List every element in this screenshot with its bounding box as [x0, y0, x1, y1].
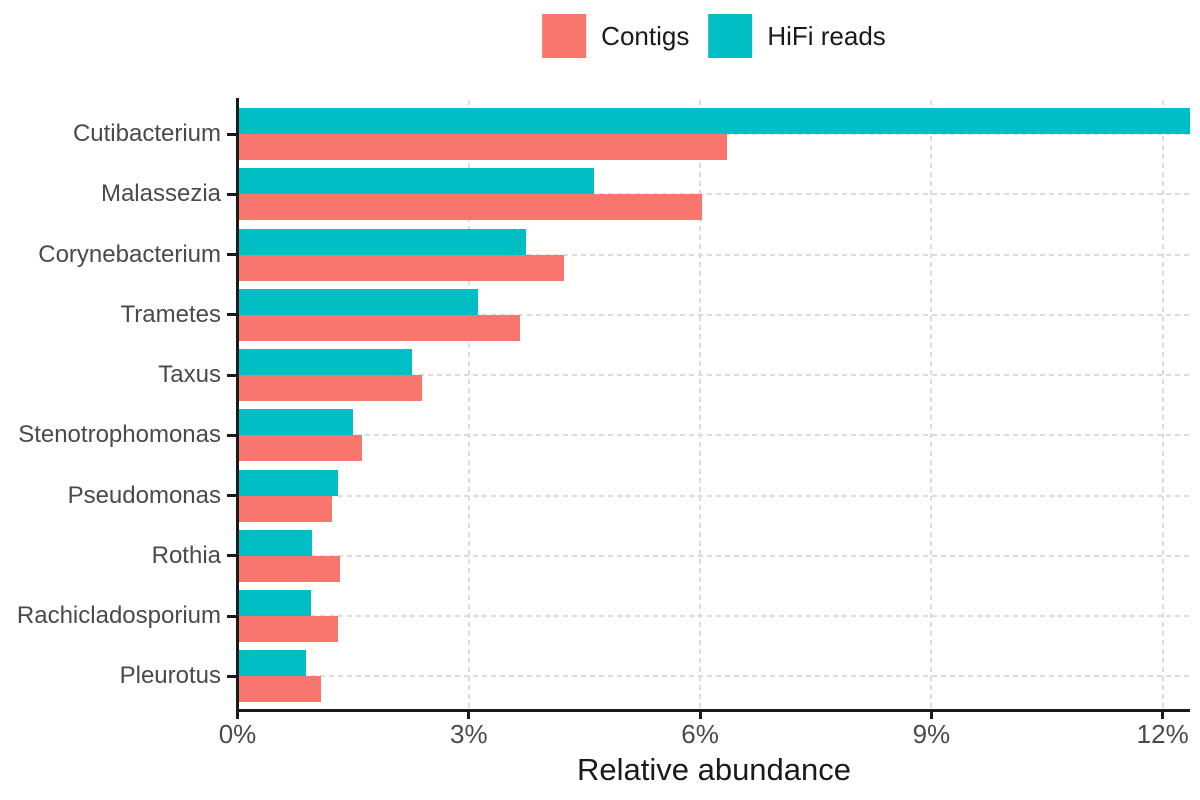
- x-tick-label-12: 12%: [1136, 719, 1189, 749]
- category-label-rothia: Rothia: [151, 541, 221, 569]
- bar-stenotrophomonas-contigs: [239, 435, 362, 462]
- y-tick-pseudomonas: [227, 494, 236, 497]
- gridline-vertical-9: [930, 100, 933, 709]
- y-axis-line: [236, 98, 239, 712]
- x-tick-12: [1161, 712, 1165, 719]
- bar-pseudomonas-hifi-reads: [239, 469, 338, 496]
- gridline-horizontal-trametes: [239, 313, 1190, 316]
- bar-taxus-contigs: [239, 375, 422, 401]
- category-label-rachicladosporium: Rachicladosporium: [16, 602, 221, 629]
- category-label-pleurotus: Pleurotus: [119, 662, 221, 690]
- legend-swatch-hifi-reads: [708, 14, 753, 58]
- gridline-vertical-3: [467, 100, 470, 709]
- category-label-cutibacterium: Cutibacterium: [72, 120, 221, 147]
- bar-pleurotus-hifi-reads: [239, 650, 307, 677]
- y-tick-malassezia: [227, 192, 236, 196]
- bar-pleurotus-contigs: [239, 676, 322, 703]
- x-axis-title: Relative abundance: [576, 752, 852, 787]
- gridline-horizontal-taxus: [239, 374, 1190, 376]
- bar-corynebacterium-contigs: [239, 254, 565, 281]
- x-axis-line: [236, 709, 1190, 712]
- bar-rothia-contigs: [239, 555, 340, 582]
- bar-rothia-hifi-reads: [239, 529, 313, 556]
- bar-rachicladosporium-contigs: [239, 616, 338, 642]
- category-label-pseudomonas: Pseudomonas: [67, 481, 221, 509]
- bar-stenotrophomonas-hifi-reads: [239, 409, 354, 436]
- category-label-trametes: Trametes: [120, 300, 221, 328]
- y-tick-taxus: [227, 373, 236, 377]
- gridline-horizontal-rothia: [239, 554, 1190, 557]
- gridline-horizontal-corynebacterium: [239, 253, 1190, 256]
- gridline-horizontal-malassezia: [239, 193, 1190, 196]
- y-tick-rachicladosporium: [227, 614, 236, 618]
- gridline-horizontal-pleurotus: [239, 675, 1190, 678]
- y-tick-pleurotus: [227, 674, 236, 678]
- bar-rachicladosporium-hifi-reads: [239, 590, 312, 616]
- plot-panel: [239, 100, 1190, 709]
- category-label-corynebacterium: Corynebacterium: [38, 240, 221, 268]
- x-tick-6: [698, 712, 702, 719]
- y-tick-cutibacterium: [227, 132, 236, 136]
- y-tick-trametes: [227, 313, 236, 317]
- x-tick-label-0: 0%: [218, 719, 257, 749]
- bar-cutibacterium-hifi-reads: [239, 108, 1190, 134]
- category-label-malassezia: Malassezia: [100, 180, 221, 208]
- legend-label-contigs: Contigs: [601, 21, 690, 51]
- category-label-taxus: Taxus: [158, 361, 221, 388]
- bar-taxus-hifi-reads: [239, 349, 413, 375]
- bar-malassezia-contigs: [239, 194, 702, 221]
- y-tick-rothia: [227, 554, 236, 558]
- legend-swatch-contigs: [542, 14, 587, 58]
- gridline-horizontal-pseudomonas: [239, 494, 1190, 497]
- y-tick-corynebacterium: [227, 253, 236, 256]
- bar-trametes-contigs: [239, 314, 521, 341]
- x-tick-0: [236, 712, 239, 719]
- category-label-stenotrophomonas: Stenotrophomonas: [18, 421, 221, 449]
- legend-item-hifi-reads: HiFi reads: [708, 14, 886, 58]
- bar-pseudomonas-contigs: [239, 495, 333, 522]
- bar-corynebacterium-hifi-reads: [239, 228, 526, 255]
- gridline-vertical-6: [699, 100, 702, 709]
- x-tick-9: [929, 712, 933, 719]
- legend-item-contigs: Contigs: [542, 14, 689, 58]
- x-tick-label-6: 6%: [681, 719, 719, 749]
- gridline-vertical-12: [1161, 100, 1164, 709]
- gridline-horizontal-stenotrophomonas: [239, 434, 1190, 437]
- bar-malassezia-hifi-reads: [239, 168, 594, 195]
- x-tick-label-3: 3%: [450, 719, 488, 749]
- y-tick-stenotrophomonas: [227, 433, 236, 437]
- x-tick-3: [467, 712, 471, 719]
- gridline-horizontal-rachicladosporium: [239, 615, 1190, 617]
- x-tick-label-9: 9%: [912, 719, 951, 749]
- bar-cutibacterium-contigs: [239, 134, 728, 160]
- legend-label-hifi-reads: HiFi reads: [767, 21, 886, 51]
- legend: Contigs HiFi reads: [542, 14, 886, 58]
- bar-trametes-hifi-reads: [239, 288, 478, 315]
